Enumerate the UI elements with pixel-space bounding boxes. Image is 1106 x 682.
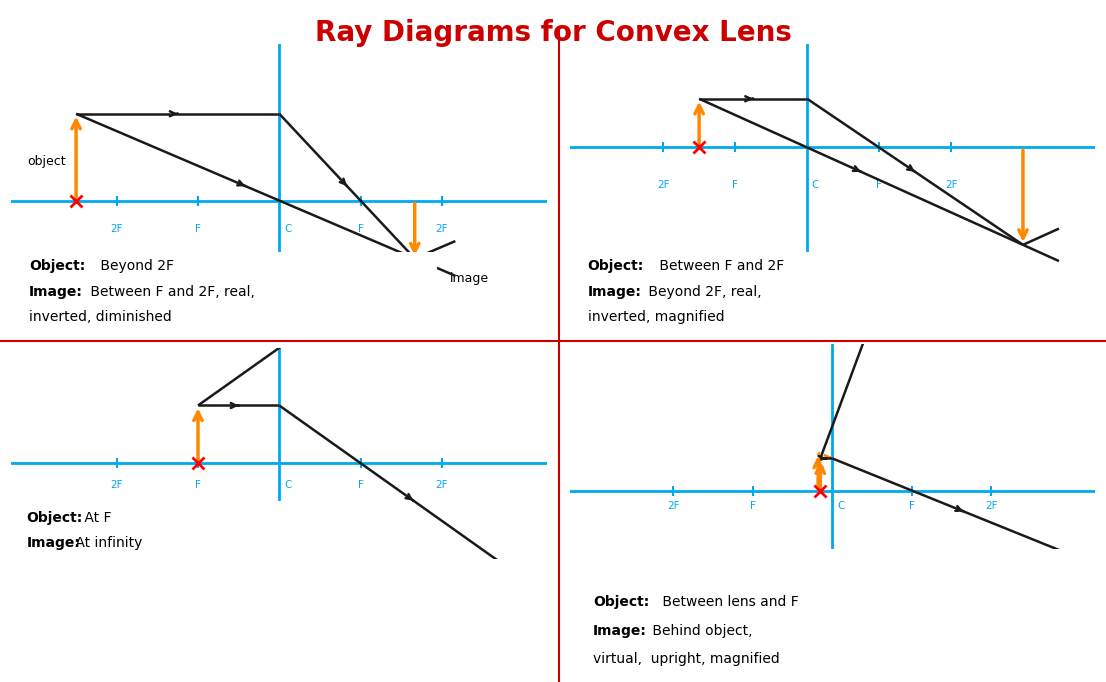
Text: image: image	[450, 272, 489, 285]
Text: Object:: Object:	[29, 259, 85, 273]
Text: inverted, diminished: inverted, diminished	[29, 310, 171, 324]
Text: F: F	[357, 224, 364, 234]
Text: 2F: 2F	[657, 181, 669, 190]
Text: inverted, magnified: inverted, magnified	[587, 310, 724, 324]
Text: Object:: Object:	[593, 595, 649, 610]
Text: Image:: Image:	[29, 284, 83, 299]
Text: 2F: 2F	[945, 181, 958, 190]
Text: 2F: 2F	[436, 480, 448, 490]
Text: 2F: 2F	[111, 480, 123, 490]
Text: Ray Diagrams for Convex Lens: Ray Diagrams for Convex Lens	[314, 19, 792, 47]
Text: At infinity: At infinity	[71, 536, 143, 550]
Text: F: F	[909, 501, 915, 511]
Text: F: F	[195, 224, 201, 234]
Text: F: F	[876, 181, 881, 190]
Text: C: C	[284, 224, 292, 234]
Text: F: F	[195, 480, 201, 490]
Text: Image:: Image:	[587, 284, 641, 299]
Text: C: C	[284, 480, 292, 490]
Text: F: F	[750, 501, 755, 511]
Text: 2F: 2F	[436, 224, 448, 234]
Text: Image:: Image:	[27, 536, 81, 550]
Text: Object:: Object:	[27, 511, 83, 524]
Text: 2F: 2F	[667, 501, 679, 511]
Text: Beyond 2F: Beyond 2F	[96, 259, 175, 273]
Text: Between lens and F: Between lens and F	[658, 595, 800, 610]
Text: object: object	[28, 155, 66, 168]
Text: Object:: Object:	[587, 259, 644, 273]
Text: virtual,  upright, magnified: virtual, upright, magnified	[593, 652, 780, 666]
Text: Behind object,: Behind object,	[648, 624, 753, 638]
Text: F: F	[732, 181, 738, 190]
Text: Beyond 2F, real,: Beyond 2F, real,	[645, 284, 762, 299]
Text: C: C	[837, 501, 844, 511]
Text: 2F: 2F	[985, 501, 998, 511]
Text: C: C	[812, 181, 818, 190]
Text: F: F	[357, 480, 364, 490]
Text: Image:: Image:	[593, 624, 647, 638]
Text: Between F and 2F: Between F and 2F	[655, 259, 784, 273]
Text: At F: At F	[80, 511, 111, 524]
Text: Between F and 2F, real,: Between F and 2F, real,	[86, 284, 254, 299]
Text: 2F: 2F	[111, 224, 123, 234]
